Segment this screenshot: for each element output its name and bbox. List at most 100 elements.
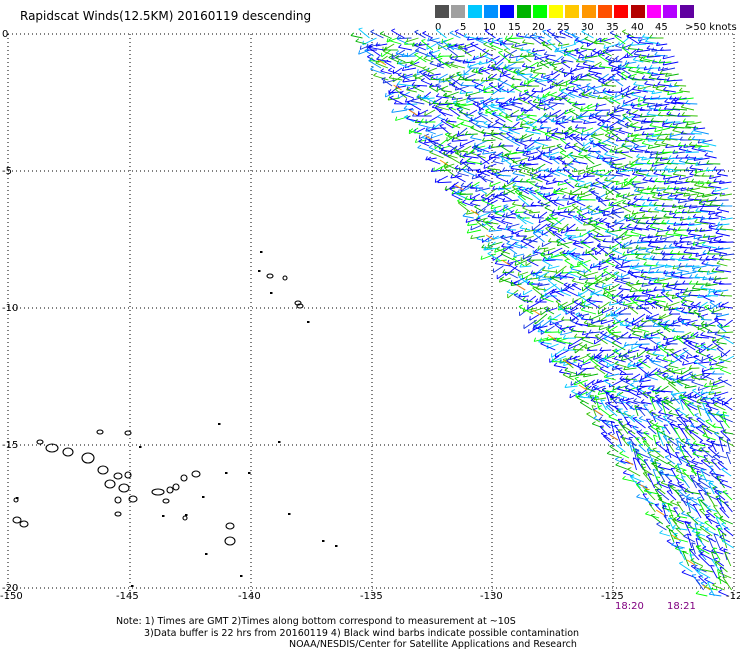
wind-barb: [581, 310, 596, 314]
wind-barb-flag: [654, 484, 658, 485]
wind-barb: [530, 314, 540, 320]
wind-barb-flag: [521, 112, 524, 115]
wind-barb-flag: [716, 267, 719, 270]
wind-barb-flag: [572, 278, 575, 281]
wind-barb: [521, 110, 533, 111]
wind-barb-flag: [450, 31, 454, 33]
wind-barb-flag: [388, 68, 391, 70]
wind-barb: [477, 206, 488, 214]
wind-barb-flag: [675, 475, 679, 477]
wind-barb-flag: [610, 131, 614, 132]
wind-barb: [715, 478, 728, 482]
wind-barb: [658, 194, 669, 196]
wind-barb: [624, 368, 637, 370]
wind-barb-flag: [650, 167, 652, 170]
wind-barb-flag: [683, 348, 687, 349]
wind-barb-flag: [563, 195, 566, 198]
wind-barb: [673, 131, 688, 134]
wind-barb-flag: [558, 273, 561, 276]
wind-barb-flag: [707, 354, 711, 356]
wind-barb-flag: [502, 244, 505, 247]
wind-barb-flag: [445, 100, 448, 103]
wind-barb: [548, 248, 562, 255]
wind-barb-flag: [670, 256, 673, 259]
wind-barb-flag: [398, 81, 401, 84]
wind-barb-flag: [603, 88, 606, 91]
wind-barb-flag: [532, 88, 535, 91]
wind-barb-flag: [676, 446, 679, 449]
wind-barb: [550, 110, 561, 116]
wind-barb-flag: [493, 159, 496, 162]
wind-barb: [529, 212, 540, 213]
wind-barb-flag: [664, 397, 668, 398]
wind-barb-flag: [436, 94, 439, 97]
wind-barb: [680, 357, 689, 362]
wind-barb: [721, 295, 732, 296]
wind-barb-flag: [461, 183, 464, 186]
wind-barb: [626, 139, 640, 146]
wind-barb-flag: [607, 293, 609, 296]
wind-barb: [694, 466, 706, 470]
wind-barb: [716, 233, 730, 236]
wind-barb-flag: [679, 414, 683, 416]
wind-barb-flag: [599, 218, 602, 220]
wind-barb-flag: [666, 231, 669, 234]
wind-barb: [565, 235, 576, 236]
wind-barb: [538, 248, 549, 249]
wind-barb: [633, 146, 646, 148]
wind-barb-flag: [645, 81, 648, 84]
wind-barb-flag: [689, 142, 692, 145]
wind-barb: [431, 79, 445, 80]
wind-barb-flag: [682, 112, 685, 115]
wind-barb-flag: [528, 100, 532, 101]
wind-barb-flag: [601, 432, 605, 433]
wind-barb: [652, 92, 662, 94]
wind-barb: [407, 90, 417, 92]
wind-barb-flag: [513, 257, 517, 258]
wind-barb-flag: [701, 448, 705, 449]
wind-barb-flag: [665, 474, 669, 475]
wind-barb: [691, 465, 696, 476]
wind-barb: [620, 374, 633, 375]
wind-barb-flag: [522, 297, 525, 300]
wind-barb-flag: [599, 361, 603, 363]
wind-barb-flag: [692, 136, 695, 139]
wind-barb-flag: [723, 491, 727, 492]
wind-barb-flag: [478, 111, 481, 113]
wind-barb-flag: [604, 269, 608, 271]
wind-barb-flag: [530, 35, 534, 36]
wind-barb-flag: [665, 456, 669, 457]
wind-barb: [514, 254, 524, 257]
wind-barb-flag: [533, 99, 536, 102]
wind-barb-flag: [667, 111, 670, 114]
wind-barb-flag: [447, 47, 451, 48]
wind-barb-flag: [639, 359, 643, 360]
wind-barb-flag: [669, 244, 672, 247]
wind-barb: [497, 80, 511, 86]
wind-barb: [646, 490, 656, 500]
wind-barb: [414, 45, 426, 50]
wind-barb-flag: [665, 99, 668, 102]
wind-barb-flag: [525, 128, 528, 131]
wind-barb: [561, 62, 570, 68]
wind-barb: [506, 224, 519, 228]
wind-barb-flag: [673, 214, 676, 217]
wind-barb: [579, 278, 595, 280]
wind-barb-flag: [640, 57, 643, 60]
wind-barb-flag: [664, 366, 668, 367]
wind-barb: [666, 302, 679, 307]
wind-barb-flag: [706, 420, 710, 421]
wind-barb-flag: [610, 31, 614, 33]
wind-barb: [667, 181, 682, 182]
wind-barb-flag: [619, 286, 622, 289]
wind-barb-flag: [455, 30, 459, 32]
wind-barb: [519, 296, 529, 297]
wind-barb: [539, 342, 552, 344]
wind-barb-flag: [471, 42, 475, 44]
wind-barb: [503, 127, 516, 128]
wind-barb-flag: [645, 299, 649, 300]
wind-barb: [512, 204, 522, 206]
wind-barb: [542, 146, 555, 149]
wind-barb: [637, 50, 650, 52]
wind-barb: [575, 104, 586, 105]
